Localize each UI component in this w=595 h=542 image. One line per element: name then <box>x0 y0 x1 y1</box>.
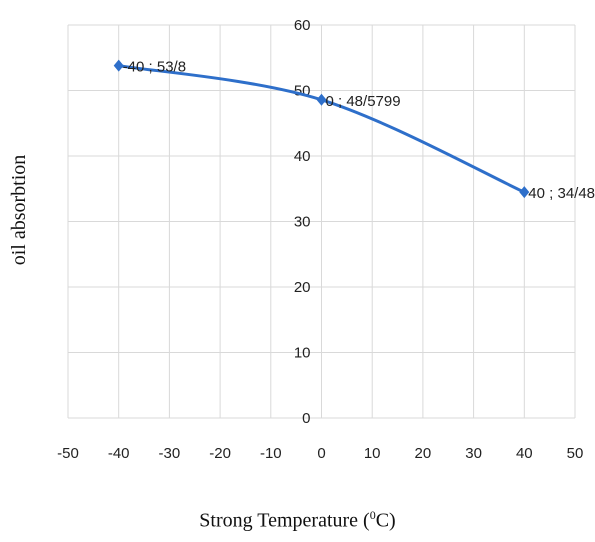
x-axis-ticks: -50 -40 -30 -20 -10 0 10 20 30 40 50 <box>57 445 583 462</box>
x-axis-title-sup: 0 <box>369 508 376 522</box>
x-tick-label: 40 <box>516 445 533 462</box>
data-labels: -40 ; 53/8 0 ; 48/5799 40 ; 34/4816 <box>123 59 595 203</box>
x-tick-label: -30 <box>159 445 181 462</box>
x-tick-label: 10 <box>364 445 381 462</box>
x-tick-label: -10 <box>260 445 282 462</box>
y-tick-label: 10 <box>294 345 311 362</box>
y-tick-label: 60 <box>294 17 311 34</box>
y-tick-label: 40 <box>294 148 311 165</box>
data-point <box>519 186 530 199</box>
x-axis-title-prefix: Strong Temperature ( <box>199 509 370 532</box>
y-tick-label: 20 <box>294 279 311 296</box>
x-axis-title-suffix: C) <box>375 509 396 532</box>
data-label: 40 ; 34/4816 <box>528 185 595 202</box>
y-tick-label: 0 <box>302 410 310 427</box>
data-label: -40 ; 53/8 <box>123 59 186 76</box>
y-tick-label: 30 <box>294 214 311 231</box>
x-tick-label: -20 <box>209 445 231 462</box>
data-points <box>113 59 530 199</box>
x-tick-label: 30 <box>465 445 482 462</box>
y-axis-title: oil absorbtion <box>8 155 30 266</box>
x-tick-label: 0 <box>317 445 325 462</box>
data-label: 0 ; 48/5799 <box>326 93 401 110</box>
x-tick-label: -40 <box>108 445 130 462</box>
x-tick-label: 20 <box>415 445 432 462</box>
x-tick-label: 50 <box>567 445 584 462</box>
x-tick-label: -50 <box>57 445 79 462</box>
data-point <box>316 93 327 106</box>
x-axis-title: Strong Temperature (0C) <box>0 508 595 533</box>
data-point <box>113 59 124 72</box>
grid <box>67 24 576 419</box>
